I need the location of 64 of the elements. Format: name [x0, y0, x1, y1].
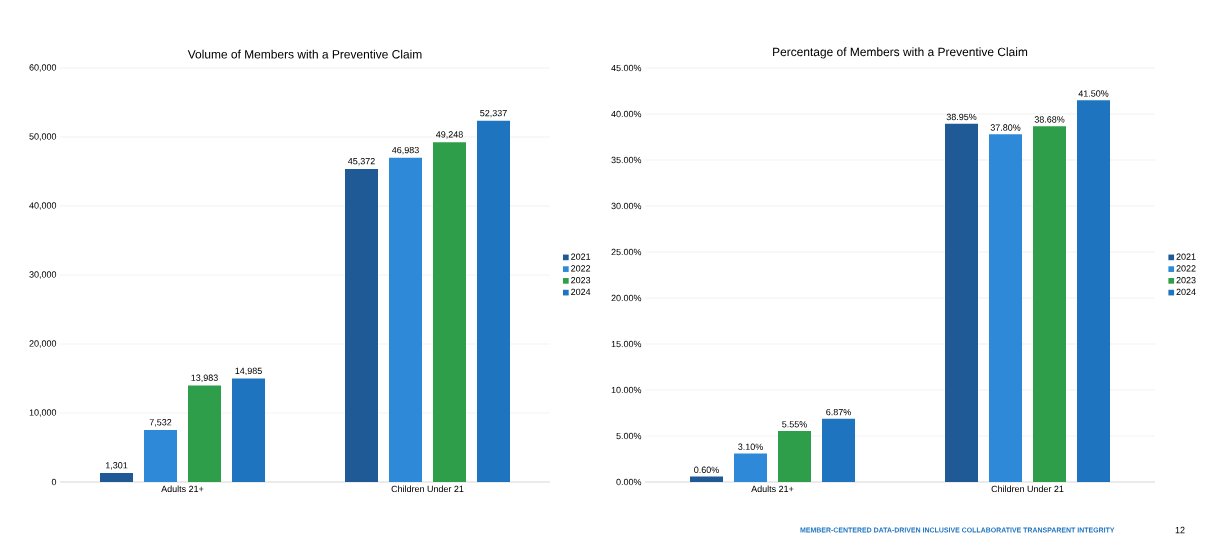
bar	[188, 385, 221, 482]
y-tick-label: 10,000	[29, 409, 57, 417]
data-label: 0.60%	[694, 466, 719, 473]
y-tick-label: 10.00%	[611, 386, 642, 394]
data-label: 37.80%	[990, 124, 1021, 131]
data-label: 38.68%	[1034, 116, 1065, 123]
data-label: 5.55%	[782, 421, 807, 428]
bar	[690, 476, 724, 482]
bar	[734, 453, 768, 482]
data-label: 49,248	[436, 131, 463, 139]
bar	[1077, 100, 1111, 482]
data-label: 45,372	[348, 158, 375, 166]
text: 12	[1175, 526, 1185, 534]
y-tick-label: 20.00%	[611, 294, 642, 302]
y-tick-label: 60,000	[29, 64, 57, 72]
y-tick-label: 40.00%	[611, 110, 642, 118]
bar	[100, 473, 133, 482]
data-label: 7,532	[149, 419, 172, 427]
y-tick-label: 50,000	[29, 133, 57, 141]
bar	[345, 168, 378, 482]
x-tick-label: Adults 21+	[161, 485, 204, 493]
bar	[822, 418, 856, 482]
y-tick-label: 30,000	[29, 271, 57, 279]
y-tick-label: 5.00%	[616, 432, 642, 440]
chart-title: Volume of Members with a Preventive Claim	[187, 49, 422, 59]
legend-label: 2021	[571, 253, 591, 260]
legend-label: 2023	[1176, 276, 1196, 284]
y-tick-label: 35.00%	[611, 156, 642, 164]
legend-label: 2024	[571, 288, 591, 296]
legend-label: 2023	[571, 276, 591, 284]
y-tick-label: 40,000	[29, 202, 57, 210]
data-label: 6.87%	[826, 408, 851, 416]
bar	[389, 157, 422, 482]
bar	[945, 123, 979, 482]
data-label: 1,301	[105, 462, 128, 470]
legend-label: 2022	[571, 265, 591, 272]
x-tick-label: Adults 21+	[751, 485, 794, 493]
y-tick-label: 0	[51, 478, 57, 486]
bar	[433, 142, 466, 482]
y-tick-label: 20,000	[29, 340, 57, 348]
bar	[144, 430, 177, 482]
data-label: 52,337	[480, 109, 507, 118]
bar	[232, 378, 265, 482]
y-tick-label: 30.00%	[611, 202, 642, 210]
data-label: 38.95%	[946, 113, 977, 121]
data-label: 46,983	[392, 146, 419, 155]
data-label: 3.10%	[738, 443, 763, 450]
bar	[477, 120, 511, 482]
x-tick-label: Children Under 21	[991, 485, 1064, 493]
x-tick-label: Children Under 21	[391, 485, 464, 493]
y-tick-label: 45.00%	[611, 64, 642, 72]
data-label: 41.50%	[1078, 90, 1109, 97]
legend-label: 2021	[1176, 253, 1196, 260]
data-label: 14,985	[235, 367, 262, 376]
bar	[1033, 126, 1067, 482]
bar	[778, 430, 812, 482]
y-tick-label: 15.00%	[611, 340, 642, 348]
y-tick-label: 0.00%	[616, 478, 642, 486]
bar	[989, 134, 1023, 482]
y-tick-label: 25.00%	[611, 248, 642, 256]
chart-title: Percentage of Members with a Preventive Claim	[773, 47, 1028, 59]
legend-label: 2022	[1176, 265, 1196, 272]
data-label: 13,983	[191, 374, 218, 382]
legend-label: 2024	[1176, 288, 1196, 296]
